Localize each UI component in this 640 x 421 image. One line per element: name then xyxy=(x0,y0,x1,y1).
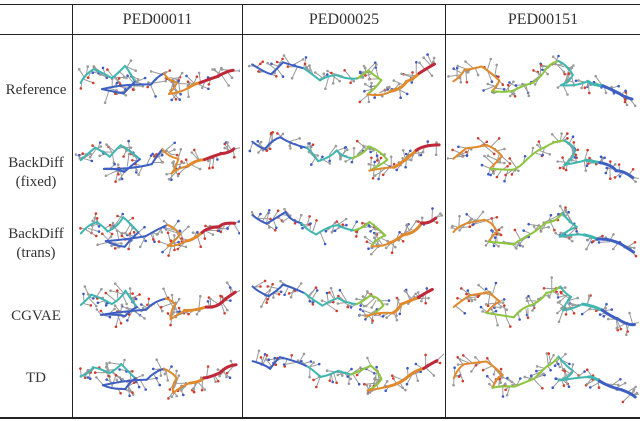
structure-cell-r5-c2 xyxy=(244,336,444,412)
protein-structure-image xyxy=(452,276,639,336)
row-label-backdiff-trans: BackDiff (trans) xyxy=(8,226,64,261)
col-divider-2 xyxy=(242,4,243,417)
protein-structure-image xyxy=(452,352,639,404)
column-header-3: PED00151 xyxy=(507,11,579,28)
protein-structure-image xyxy=(251,279,434,325)
protein-structure-image xyxy=(251,349,444,395)
structure-cell-r4-c1 xyxy=(74,264,240,340)
protein-structure-image xyxy=(250,207,443,256)
protein-structure-image xyxy=(450,204,638,258)
col-divider-3 xyxy=(445,4,446,417)
col-divider-1 xyxy=(72,4,73,417)
protein-structure-image xyxy=(447,132,639,183)
protein-structure-image xyxy=(247,53,436,104)
protein-structure-image xyxy=(79,212,240,257)
structure-cell-r5-c3 xyxy=(447,336,639,412)
protein-structure-image xyxy=(447,54,637,108)
structure-cell-r2-c1 xyxy=(74,118,240,194)
structure-cell-r4-c2 xyxy=(244,264,444,340)
structure-cell-r2-c2 xyxy=(244,118,444,194)
structure-cell-r3-c3 xyxy=(447,192,639,268)
header-rule xyxy=(0,34,640,35)
row-label-td: TD xyxy=(26,369,46,386)
row-label-cgvae: CGVAE xyxy=(11,307,61,324)
structure-cell-r5-c1 xyxy=(74,336,240,412)
column-header-1: PED00011 xyxy=(122,11,193,28)
structure-cell-r2-c3 xyxy=(447,118,639,194)
structure-cell-r1-c2 xyxy=(244,40,444,116)
top-rule xyxy=(0,4,640,5)
row-label-reference: Reference xyxy=(5,81,67,98)
structure-cell-r3-c1 xyxy=(74,192,240,268)
row-label-backdiff-fixed: BackDiff (fixed) xyxy=(8,155,64,190)
bottom-rule xyxy=(0,417,640,419)
structure-cell-r4-c3 xyxy=(447,264,639,340)
structure-cell-r1-c3 xyxy=(447,40,639,116)
protein-structure-image xyxy=(79,281,240,328)
protein-structure-image xyxy=(248,131,441,181)
structure-cell-r3-c2 xyxy=(244,192,444,268)
protein-structure-image xyxy=(74,139,240,183)
structure-cell-r1-c1 xyxy=(74,40,240,116)
protein-structure-image xyxy=(79,358,238,400)
protein-structure-image xyxy=(77,59,240,104)
column-header-2: PED00025 xyxy=(308,11,380,28)
